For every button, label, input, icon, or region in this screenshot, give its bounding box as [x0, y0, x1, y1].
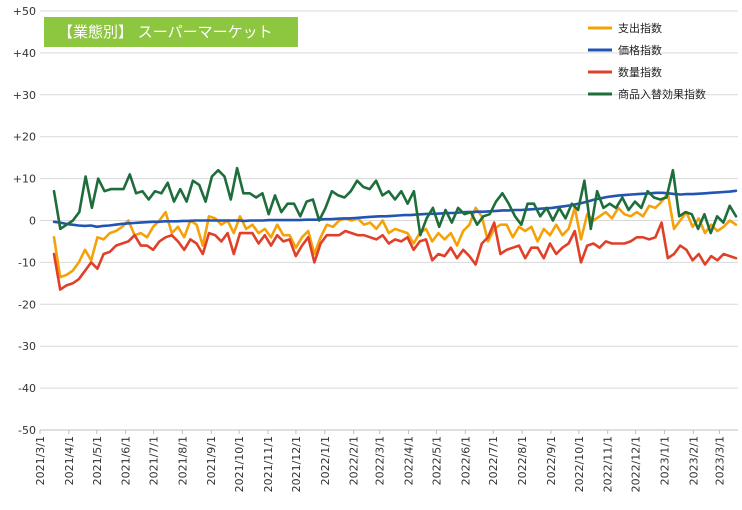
y-tick-label: -10: [18, 256, 36, 269]
y-tick-label: +30: [13, 89, 36, 102]
legend-label: 価格指数: [618, 43, 662, 57]
y-tick-label: +10: [13, 173, 36, 186]
x-tick-label: 2021/5/1: [91, 436, 104, 485]
x-tick-label: 2022/11/1: [602, 436, 615, 492]
x-tick-label: 2021/3/1: [34, 436, 47, 485]
series-line-1: [52, 192, 738, 279]
x-tick-label: 2022/1/1: [319, 436, 332, 485]
y-tick-label: +20: [13, 131, 36, 144]
x-tick-label: 2021/9/1: [205, 436, 218, 485]
y-tick-label: -20: [18, 298, 36, 311]
y-tick-label: -50: [18, 424, 36, 437]
x-tick-label: 2021/10/1: [233, 436, 246, 492]
x-tick-label: 2021/6/1: [120, 436, 133, 485]
x-tick-label: 2022/4/1: [403, 436, 416, 485]
x-tick-label: 2021/11/1: [262, 436, 275, 492]
legend-label: 商品入替効果指数: [618, 87, 706, 101]
x-tick-label: 2022/7/1: [487, 436, 500, 485]
y-axis: +50 +40 +30 +20 +10 0 -10 -20 -30 -40 -50: [13, 5, 36, 437]
x-tick-label: 2023/3/1: [713, 436, 726, 485]
x-tick-label: 2021/8/1: [176, 436, 189, 485]
y-tick-label: -30: [18, 340, 36, 353]
series-line-4: [52, 166, 738, 237]
x-tick-label: 2021/12/1: [290, 436, 303, 492]
legend-label: 支出指数: [618, 21, 662, 35]
x-tick-label: 2021/4/1: [63, 436, 76, 485]
series-lines: [52, 166, 738, 291]
legend-label: 数量指数: [618, 65, 662, 79]
x-axis: 2021/3/1 2021/4/1 2021/5/1 2021/6/1 2021/7/1…: [34, 429, 738, 492]
x-tick-label: 2022/2/1: [348, 436, 361, 485]
y-tick-label: +50: [13, 5, 36, 18]
x-tick-label: 2022/9/1: [545, 436, 558, 485]
x-tick-label: 2021/7/1: [148, 436, 161, 485]
x-tick-label: 2023/2/1: [687, 436, 700, 485]
series-line-3: [52, 221, 738, 291]
x-tick-label: 2022/8/1: [516, 436, 529, 485]
x-tick-label: 2022/3/1: [374, 436, 387, 485]
x-tick-label: 2022/12/1: [630, 436, 643, 492]
series-line-2: [52, 189, 738, 229]
y-tick-label: 0: [29, 215, 36, 228]
chart-title-badge: 【業態別】 スーパーマーケット: [44, 17, 298, 47]
x-tick-label: 2023/1/1: [658, 436, 671, 485]
x-tick-label: 2022/6/1: [459, 436, 472, 485]
y-tick-label: -40: [18, 382, 36, 395]
x-tick-label: 2022/5/1: [430, 436, 443, 485]
y-tick-label: +40: [13, 47, 36, 60]
x-tick-label: 2022/10/1: [573, 436, 586, 492]
